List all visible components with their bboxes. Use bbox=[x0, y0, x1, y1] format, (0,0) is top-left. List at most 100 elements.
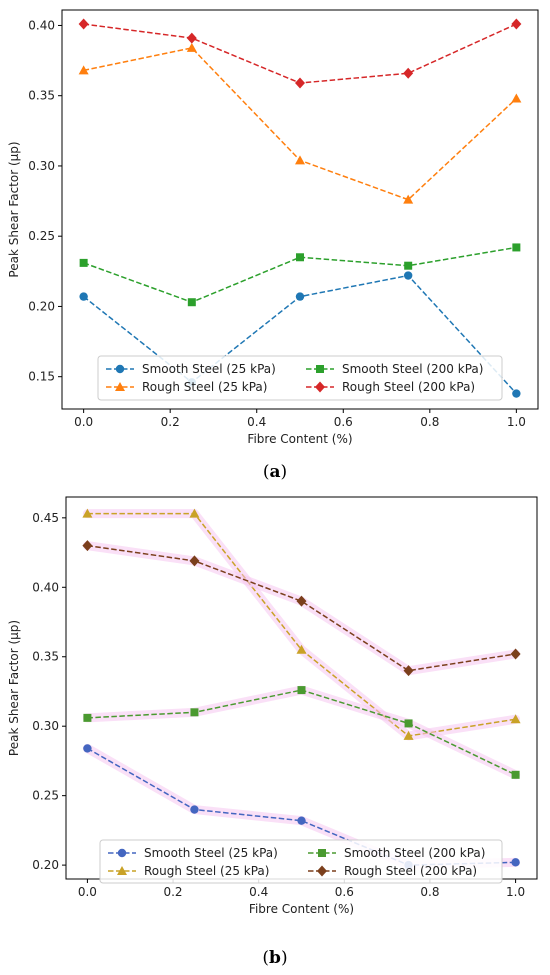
legend-label: Smooth Steel (200 kPa) bbox=[342, 362, 483, 376]
legend-label: Rough Steel (200 kPa) bbox=[344, 864, 477, 878]
series-3 bbox=[78, 18, 522, 89]
y-tick-label: 0.40 bbox=[32, 580, 59, 594]
data-point bbox=[511, 93, 522, 103]
y-tick-label: 0.40 bbox=[28, 18, 55, 32]
legend-marker bbox=[316, 365, 324, 373]
data-point bbox=[83, 713, 92, 722]
legend-label: Smooth Steel (200 kPa) bbox=[344, 846, 485, 860]
series-line bbox=[87, 544, 516, 672]
data-point bbox=[295, 77, 305, 89]
y-tick-label: 0.35 bbox=[32, 650, 59, 664]
data-point bbox=[83, 744, 92, 753]
data-point bbox=[79, 292, 88, 301]
legend-marker bbox=[318, 849, 326, 857]
y-tick-label: 0.20 bbox=[32, 858, 59, 872]
data-point bbox=[295, 292, 305, 301]
x-tick-label: 0.6 bbox=[335, 885, 354, 899]
data-point bbox=[186, 32, 197, 44]
data-point bbox=[79, 258, 88, 267]
data-point bbox=[403, 730, 414, 740]
data-point bbox=[187, 298, 196, 307]
panel-label: (a) bbox=[263, 462, 287, 482]
y-axis-label: Peak Shear Factor (µp) bbox=[7, 141, 21, 277]
data-point bbox=[403, 665, 414, 677]
x-tick-label: 0.4 bbox=[249, 885, 268, 899]
series-0 bbox=[79, 271, 521, 398]
data-point bbox=[186, 42, 197, 52]
data-point bbox=[189, 555, 200, 567]
y-tick-label: 0.45 bbox=[32, 511, 59, 525]
data-point bbox=[296, 644, 307, 654]
data-point bbox=[297, 816, 306, 825]
data-point bbox=[403, 271, 413, 280]
panel-label: (b) bbox=[262, 948, 287, 968]
data-point bbox=[190, 805, 199, 814]
y-tick-label: 0.30 bbox=[32, 719, 59, 733]
legend-marker bbox=[117, 848, 127, 858]
legend-label: Rough Steel (25 kPa) bbox=[142, 380, 267, 394]
data-point bbox=[82, 540, 93, 552]
x-tick-label: 0.0 bbox=[78, 885, 97, 899]
panel-letter: a bbox=[269, 462, 280, 482]
data-point bbox=[511, 770, 520, 779]
data-point bbox=[512, 243, 521, 252]
legend-label: Smooth Steel (25 kPa) bbox=[142, 362, 276, 376]
data-point bbox=[510, 714, 521, 724]
series-1 bbox=[82, 508, 521, 741]
legend-marker bbox=[115, 364, 125, 374]
series-highlight bbox=[82, 509, 521, 741]
data-point bbox=[403, 67, 414, 79]
y-tick-label: 0.20 bbox=[28, 299, 55, 313]
x-tick-label: 0.0 bbox=[74, 415, 93, 429]
y-tick-label: 0.25 bbox=[28, 229, 55, 243]
data-point bbox=[404, 719, 413, 728]
y-tick-label: 0.30 bbox=[28, 159, 55, 173]
series-line bbox=[87, 512, 516, 737]
legend-marker bbox=[317, 865, 327, 877]
series-line bbox=[83, 23, 517, 84]
x-tick-label: 0.6 bbox=[334, 415, 353, 429]
y-tick-label: 0.15 bbox=[28, 370, 55, 384]
data-point bbox=[82, 508, 93, 518]
data-point bbox=[78, 65, 89, 75]
x-tick-label: 0.2 bbox=[163, 885, 182, 899]
data-point bbox=[297, 686, 306, 695]
data-point bbox=[296, 595, 307, 607]
legend-marker bbox=[315, 381, 325, 393]
series-1 bbox=[78, 42, 522, 204]
legend-marker bbox=[115, 382, 125, 391]
legend: Smooth Steel (25 kPa) Rough Steel (25 kPa… bbox=[99, 839, 503, 884]
x-axis-label: Fibre Content (%) bbox=[249, 902, 354, 916]
x-tick-label: 0.4 bbox=[247, 415, 266, 429]
data-point bbox=[511, 858, 520, 867]
data-point bbox=[403, 194, 414, 204]
series-line bbox=[87, 747, 516, 866]
series-3 bbox=[82, 540, 521, 677]
series-line bbox=[83, 47, 517, 201]
data-point bbox=[190, 708, 199, 717]
series-2 bbox=[79, 243, 521, 307]
y-axis-label: Peak Shear Factor (µp) bbox=[7, 620, 21, 756]
x-tick-label: 0.2 bbox=[161, 415, 180, 429]
chart-b: 0.0 0.2 0.4 0.6 0.8 1.0 0.20 0.25 0.30 0.35 0.40 0.… bbox=[7, 496, 538, 968]
legend-label: Rough Steel (200 kPa) bbox=[342, 380, 475, 394]
legend-label: Rough Steel (25 kPa) bbox=[144, 864, 269, 878]
x-tick-label: 1.0 bbox=[506, 885, 525, 899]
data-point bbox=[510, 648, 521, 660]
x-tick-label: 1.0 bbox=[507, 415, 526, 429]
legend-box bbox=[97, 355, 503, 401]
chart-a: 0.0 0.2 0.4 0.6 0.8 1.0 0.15 0.20 0.25 0.30 0.35 0.… bbox=[7, 9, 539, 482]
x-tick-label: 0.8 bbox=[420, 415, 439, 429]
data-point bbox=[78, 18, 89, 30]
legend-box bbox=[99, 839, 503, 884]
legend-label: Smooth Steel (25 kPa) bbox=[144, 846, 278, 860]
data-point bbox=[404, 261, 413, 270]
panel-letter: b bbox=[269, 948, 281, 968]
plot-frame bbox=[61, 9, 539, 410]
x-tick-label: 0.8 bbox=[420, 885, 439, 899]
y-tick-label: 0.25 bbox=[32, 789, 59, 803]
y-tick-label: 0.35 bbox=[28, 89, 55, 103]
data-point bbox=[189, 508, 200, 518]
legend-marker bbox=[117, 866, 127, 875]
x-axis-label: Fibre Content (%) bbox=[247, 432, 352, 446]
